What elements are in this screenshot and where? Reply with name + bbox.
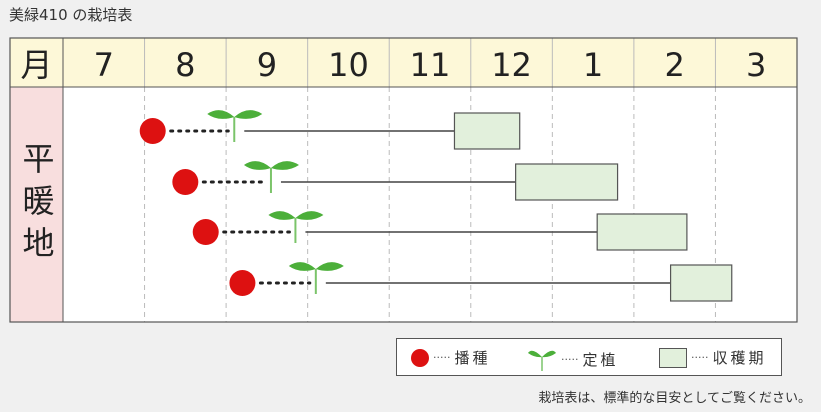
- month-label: 1: [583, 46, 603, 84]
- header-row: [10, 38, 797, 87]
- sowing-marker: [172, 169, 199, 195]
- seedling-icon: [268, 211, 324, 220]
- month-label: 10: [328, 46, 369, 84]
- sowing-marker: [192, 219, 219, 245]
- table-border: [9, 37, 798, 323]
- month-label: 3: [746, 46, 766, 84]
- sowing-dot-icon: [411, 348, 429, 367]
- seedling-icon: [528, 350, 556, 371]
- month-label: 12: [491, 46, 532, 84]
- legend-harvest: ····· 収穫期: [659, 347, 767, 368]
- legend: ····· 播種 ····· 定植 ····· 収穫期: [396, 338, 782, 376]
- seedling-icon: [288, 262, 344, 271]
- region-cell: [10, 87, 63, 322]
- month-label: 2: [664, 46, 684, 84]
- harvest-period-bar: [596, 213, 688, 251]
- month-label: 11: [410, 46, 451, 84]
- page-title: 美緑410 の栽培表: [9, 6, 133, 24]
- region-label: 平暖地: [17, 141, 56, 268]
- transplant-marker: [288, 262, 344, 294]
- harvest-box-icon: [659, 347, 687, 368]
- month-label: 8: [175, 46, 195, 84]
- legend-sowing: ····· 播種: [411, 347, 491, 368]
- harvest-period-bar: [453, 112, 521, 150]
- harvest-period-bar: [515, 163, 619, 201]
- transplant-marker: [207, 110, 263, 142]
- corner-label: 月: [20, 46, 52, 84]
- month-label: 7: [94, 46, 114, 84]
- sowing-marker: [229, 270, 256, 296]
- month-label: 9: [257, 46, 277, 84]
- harvest-period-bar: [669, 264, 733, 302]
- note: 栽培表は、標準的な目安としてご覧ください。: [538, 391, 811, 406]
- seedling-icon: [207, 110, 263, 119]
- sowing-marker: [139, 118, 166, 144]
- transplant-marker: [243, 161, 299, 193]
- legend-transplant: ····· 定植: [527, 347, 619, 371]
- transplant-marker: [268, 211, 324, 243]
- seedling-icon: [243, 161, 299, 170]
- region-cell-label: 平暖地: [10, 87, 63, 322]
